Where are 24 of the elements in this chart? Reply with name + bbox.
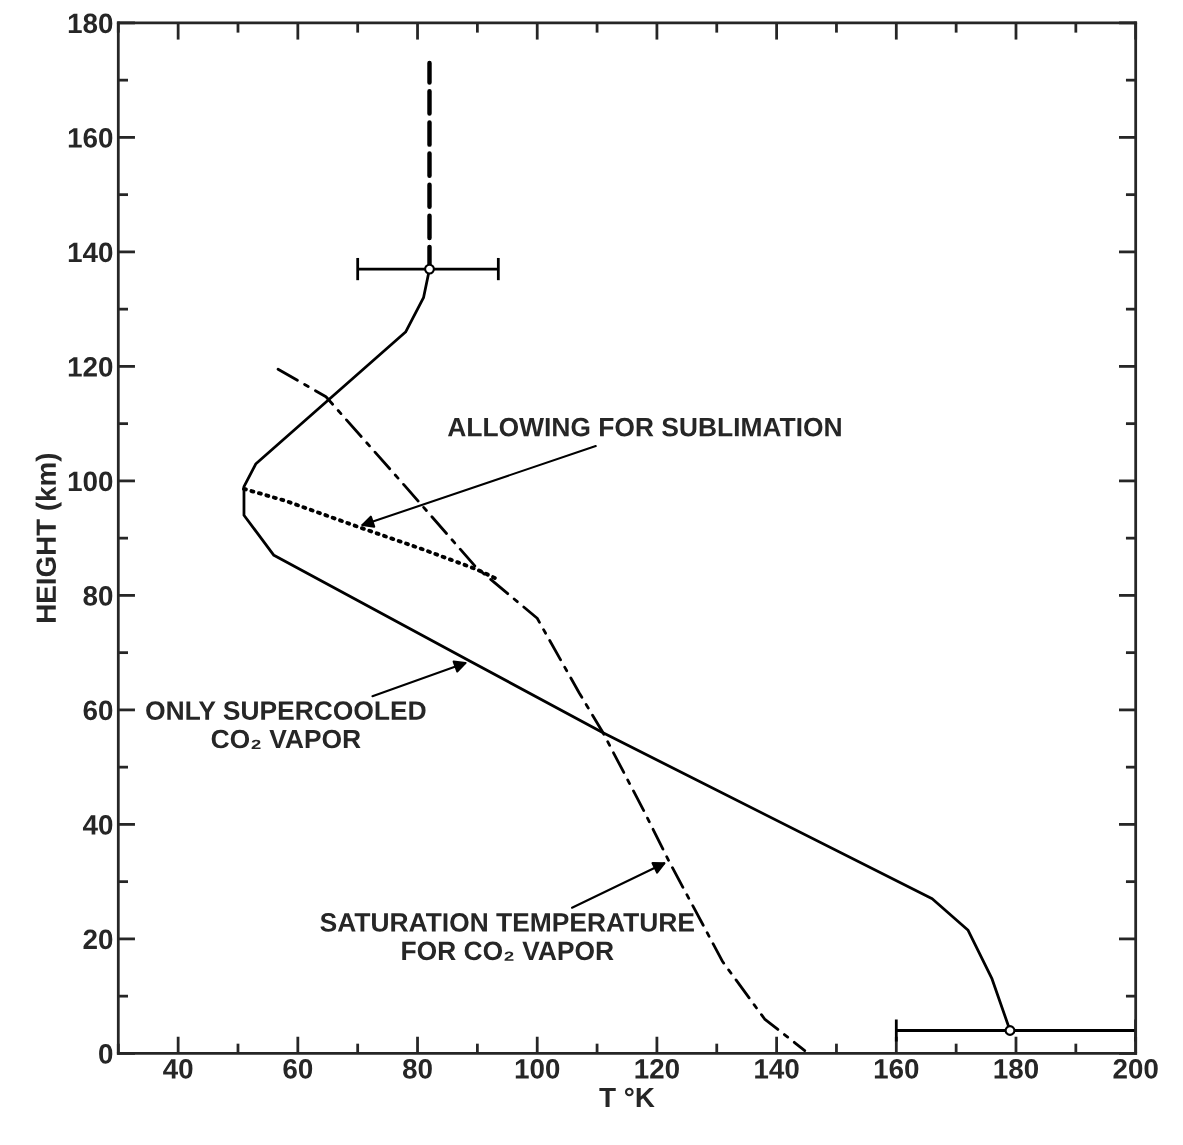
- x-tick-label: 120: [635, 1058, 679, 1079]
- y-tick-label: 40: [82, 815, 113, 835]
- annotation: SATURATION TEMPERATURE FOR CO₂ VAPOR: [320, 913, 694, 961]
- x-tick-label: 200: [1113, 1058, 1158, 1079]
- y-tick-label: 180: [68, 13, 113, 34]
- x-tick-label: 160: [874, 1058, 919, 1079]
- x-axis-title: T °K: [599, 1087, 655, 1108]
- y-axis-title: HEIGHT (km): [35, 453, 62, 622]
- x-tick-label: 80: [402, 1058, 432, 1079]
- y-tick-label: 0: [99, 1044, 113, 1064]
- x-tick-label: 180: [994, 1058, 1039, 1079]
- y-tick-label: 80: [83, 586, 113, 606]
- x-tick-label: 60: [283, 1058, 313, 1079]
- y-tick-label: 140: [68, 242, 113, 263]
- x-tick-label: 140: [755, 1058, 799, 1079]
- y-tick-label: 60: [83, 700, 113, 721]
- annotation: ONLY SUPERCOOLED CO₂ VAPOR: [146, 701, 426, 749]
- y-tick-label: 100: [68, 471, 113, 492]
- x-tick-label: 40: [163, 1058, 193, 1079]
- x-tick-label: 100: [515, 1058, 560, 1079]
- y-tick-label: 20: [83, 929, 113, 950]
- y-tick-label: 120: [68, 357, 113, 377]
- annotation: ALLOWING FOR SUBLIMATION: [447, 417, 841, 437]
- y-tick-label: 160: [68, 128, 113, 148]
